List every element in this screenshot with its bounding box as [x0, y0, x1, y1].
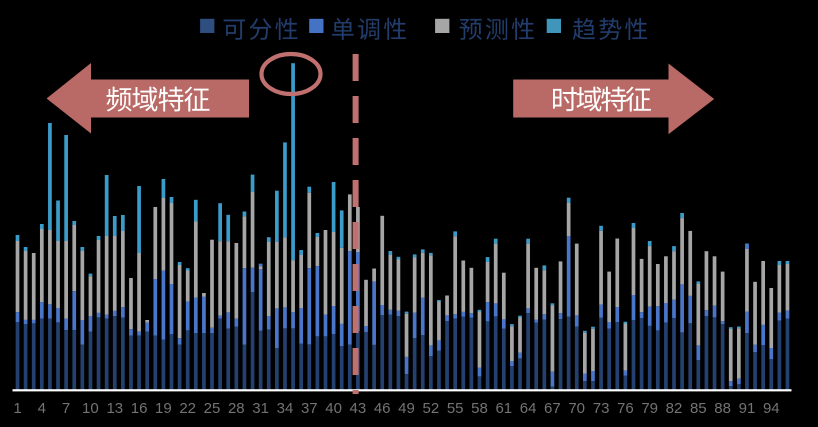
svg-text:52: 52 — [423, 400, 440, 417]
svg-text:88: 88 — [714, 400, 731, 417]
svg-text:55: 55 — [447, 400, 464, 417]
svg-text:43: 43 — [350, 400, 367, 417]
svg-text:73: 73 — [593, 400, 610, 417]
svg-text:91: 91 — [739, 400, 756, 417]
svg-text:79: 79 — [641, 400, 658, 417]
svg-text:31: 31 — [252, 400, 269, 417]
svg-text:34: 34 — [277, 400, 294, 417]
svg-text:94: 94 — [763, 400, 780, 417]
svg-text:25: 25 — [204, 400, 221, 417]
svg-text:10: 10 — [82, 400, 99, 417]
svg-text:76: 76 — [617, 400, 634, 417]
svg-text:28: 28 — [228, 400, 245, 417]
svg-text:58: 58 — [471, 400, 488, 417]
svg-text:85: 85 — [690, 400, 707, 417]
svg-text:37: 37 — [301, 400, 318, 417]
svg-text:46: 46 — [374, 400, 391, 417]
svg-text:64: 64 — [520, 400, 537, 417]
svg-text:49: 49 — [398, 400, 415, 417]
svg-text:82: 82 — [666, 400, 683, 417]
svg-text:1: 1 — [13, 400, 21, 417]
svg-text:40: 40 — [325, 400, 342, 417]
svg-text:16: 16 — [131, 400, 148, 417]
svg-text:70: 70 — [568, 400, 585, 417]
svg-text:67: 67 — [544, 400, 561, 417]
svg-text:19: 19 — [155, 400, 172, 417]
svg-text:4: 4 — [38, 400, 46, 417]
svg-text:13: 13 — [106, 400, 123, 417]
svg-text:61: 61 — [495, 400, 512, 417]
svg-text:7: 7 — [62, 400, 70, 417]
svg-text:22: 22 — [179, 400, 196, 417]
